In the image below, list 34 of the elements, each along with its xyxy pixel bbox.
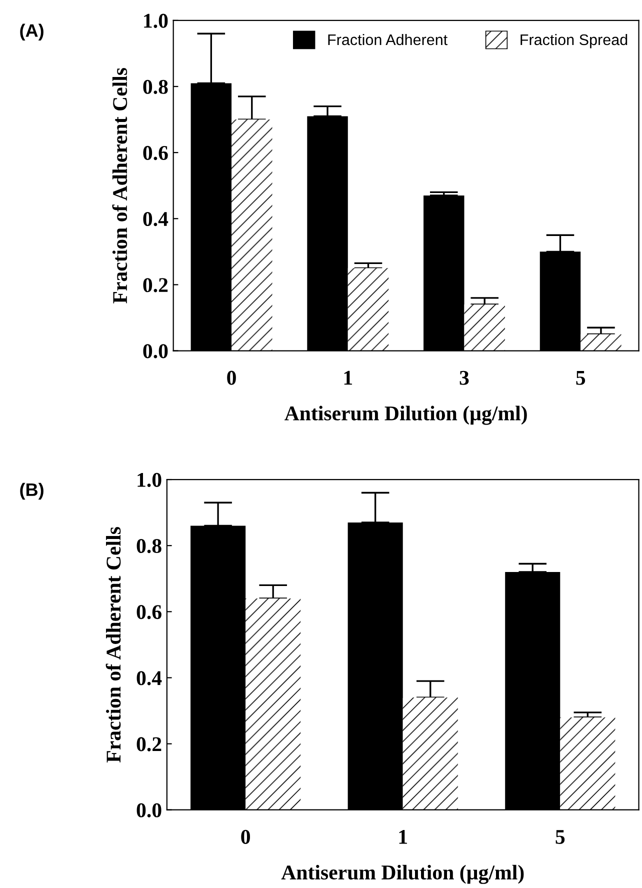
y-axis-title: Fraction of Adherent Cells: [112, 68, 128, 304]
bar: [246, 598, 301, 810]
bar: [580, 334, 622, 351]
y-tick-label: 0.8: [143, 80, 168, 94]
y-tick-label: 1.0: [138, 472, 162, 488]
bar: [348, 268, 389, 351]
bar: [464, 304, 505, 351]
x-axis-title: Antiserum Dilution (µg/ml): [284, 406, 527, 425]
bar: [560, 717, 616, 810]
x-tick-label: 5: [576, 371, 586, 385]
x-tick-label: 0: [241, 830, 250, 844]
y-tick-label: 0.0: [136, 803, 162, 818]
y-tick-label: 0.0: [143, 344, 168, 358]
x-tick-label: 0: [227, 370, 236, 385]
legend-label: Fraction Adherent: [328, 34, 448, 46]
y-tick-label: 1.0: [144, 14, 168, 28]
x-tick-label: 3: [460, 370, 469, 385]
y-tick-label: 0.2: [136, 737, 162, 752]
y-tick-label: 0.4: [136, 671, 162, 686]
y-axis-title: Fraction of Adherent Cells: [106, 527, 121, 762]
x-tick-label: 1: [399, 830, 407, 844]
legend-label: Fraction Spread: [520, 34, 628, 48]
x-tick-label: 5: [556, 830, 565, 844]
y-tick-label: 0.2: [143, 278, 168, 292]
bar: [402, 698, 458, 810]
y-tick-label: 0.8: [136, 538, 162, 554]
y-tick-label: 0.6: [143, 146, 168, 160]
bar: [232, 120, 272, 351]
chart-title: (B): [20, 482, 44, 500]
chart-title: (A): [20, 24, 44, 41]
x-tick-label: 1: [344, 370, 352, 385]
y-tick-label: 0.6: [136, 605, 162, 620]
y-tick-label: 0.4: [143, 212, 168, 226]
x-axis-title: Antiserum Dilution (µg/ml): [281, 864, 524, 884]
